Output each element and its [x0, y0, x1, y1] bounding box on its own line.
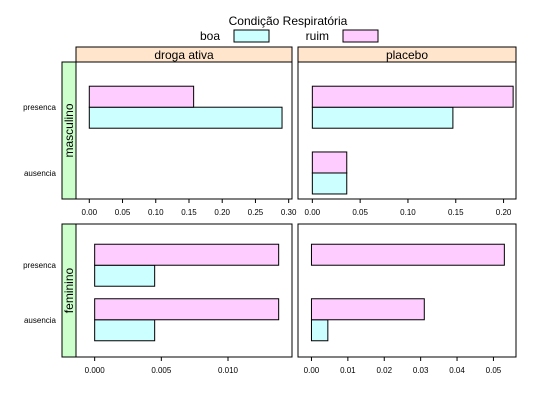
legend: Condição Respiratória boa ruim	[200, 14, 379, 43]
x-tick-label: 0.30	[281, 208, 297, 217]
legend-swatch-ruim	[342, 29, 379, 43]
panel-0: 0.00 0.05 0.10 0.15 0.20 0.25 0.30	[75, 61, 297, 217]
x-tick-label: 0.01	[340, 366, 356, 375]
bar-boa-ausencia	[94, 319, 156, 342]
category-label-presenca: presenca	[23, 103, 56, 112]
panel-3: 0.00 0.01 0.02 0.03 0.04 0.05	[297, 223, 517, 375]
x-tick-label: 0.005	[151, 366, 172, 375]
x-tick-label: 0.20	[496, 208, 512, 217]
bar-boa-presenca	[94, 264, 156, 287]
x-tick-label: 0.000	[85, 366, 106, 375]
legend-swatch-boa	[233, 29, 270, 43]
bar-ruim-ausencia	[311, 151, 348, 174]
bar-boa-presenca	[88, 106, 283, 129]
category-label-presenca: presenca	[23, 261, 56, 270]
panel-1: 0.00 0.05 0.10 0.15 0.20	[297, 61, 517, 217]
row-strip-label-0: masculino	[62, 103, 76, 157]
bar-boa-ausencia	[310, 319, 329, 342]
category-label-ausencia: ausencia	[24, 169, 57, 178]
panel-frame	[297, 61, 517, 200]
panel-frame	[75, 61, 293, 200]
x-tick-label: 0.03	[413, 366, 429, 375]
x-tick-label: 0.05	[486, 366, 502, 375]
x-tick-label: 0.00	[304, 366, 320, 375]
legend-label-ruim: ruim	[306, 29, 329, 43]
x-tick-label: 0.25	[248, 208, 264, 217]
row-strip-label-1: feminino	[62, 267, 76, 313]
legend-label-boa: boa	[200, 29, 220, 43]
x-tick-label: 0.20	[214, 208, 230, 217]
x-tick-label: 0.00	[82, 208, 98, 217]
x-tick-label: 0.05	[115, 208, 131, 217]
bar-ruim-presenca	[311, 85, 514, 108]
bar-boa-ausencia	[311, 172, 348, 195]
x-tick-label: 0.15	[448, 208, 464, 217]
bar-ruim-presenca	[94, 243, 280, 266]
bar-boa-presenca	[311, 106, 454, 129]
x-tick-label: 0.15	[181, 208, 197, 217]
legend-title: Condição Respiratória	[229, 14, 348, 28]
bar-ruim-ausencia	[94, 298, 280, 321]
x-tick-label: 0.00	[305, 208, 321, 217]
bar-ruim-ausencia	[310, 298, 425, 321]
strip-label-1: placebo	[386, 48, 428, 62]
x-tick-label: 0.02	[376, 366, 392, 375]
x-tick-label: 0.05	[352, 208, 368, 217]
category-label-ausencia: ausencia	[24, 316, 57, 325]
panel-frame	[297, 223, 517, 358]
panel-frame	[75, 223, 293, 358]
x-tick-label: 0.10	[400, 208, 416, 217]
x-tick-label: 0.10	[148, 208, 164, 217]
bar-ruim-presenca	[88, 85, 195, 108]
x-tick-label: 0.010	[218, 366, 239, 375]
x-tick-label: 0.04	[449, 366, 465, 375]
panel-2: 0.000 0.005 0.010	[75, 223, 293, 375]
strip-label-0: droga ativa	[154, 48, 214, 62]
bar-ruim-presenca	[310, 243, 505, 266]
